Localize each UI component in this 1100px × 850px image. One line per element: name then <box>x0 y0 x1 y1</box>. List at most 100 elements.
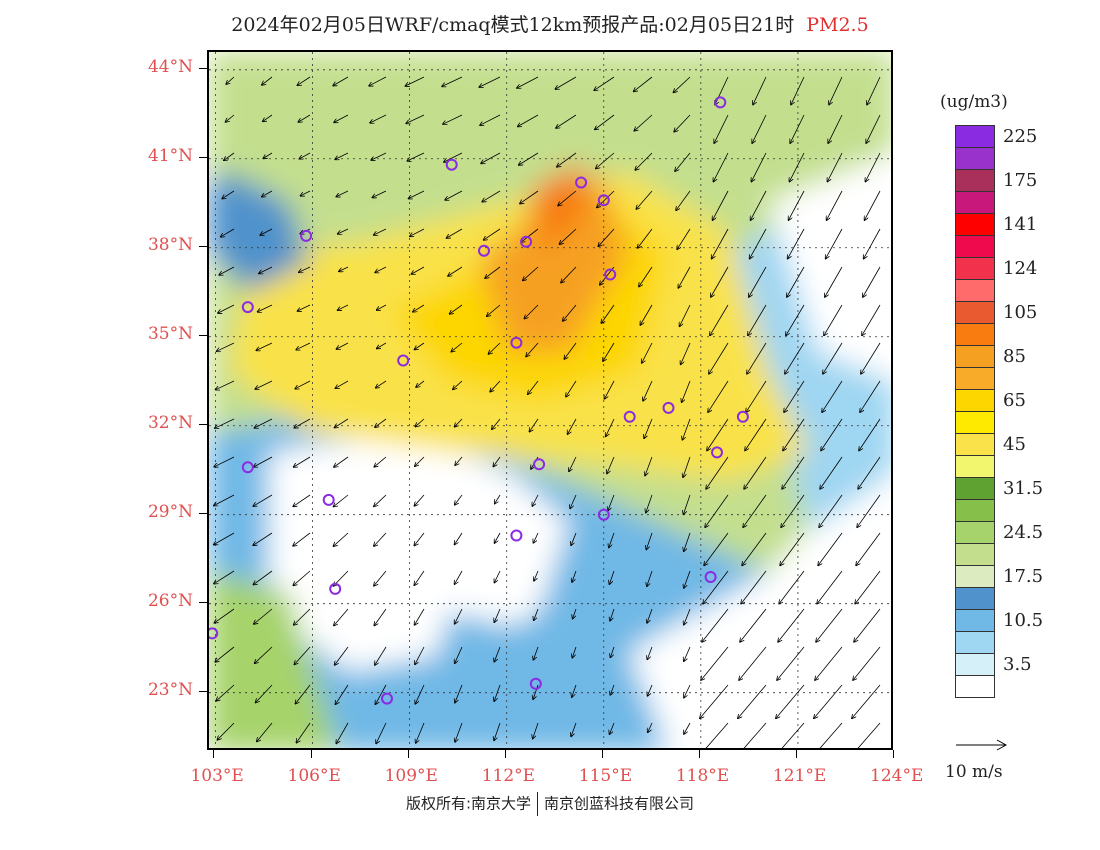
copyright-owner: 版权所有:南京大学 <box>405 794 532 813</box>
wind-arrow <box>294 608 311 625</box>
colorbar-label: 10.5 <box>1003 610 1044 631</box>
wind-arrow <box>494 646 501 662</box>
wind-arrow <box>684 646 691 661</box>
city-station-marker <box>478 244 490 257</box>
wind-arrow <box>779 570 805 604</box>
wind-arrow <box>610 684 615 695</box>
wind-arrow <box>634 114 653 131</box>
wind-arrow <box>610 722 615 734</box>
wind-arrow <box>856 532 881 565</box>
wind-arrow <box>744 456 767 489</box>
wind-arrow <box>414 494 425 506</box>
latitude-tick <box>199 601 207 603</box>
wind-arrow <box>214 570 235 584</box>
wind-arrow <box>710 304 729 335</box>
wind-arrow <box>253 494 273 506</box>
city-station-marker <box>397 354 410 367</box>
wind-arrow <box>865 152 881 182</box>
colorbar-swatch <box>955 323 995 346</box>
wind-arrow <box>298 304 311 311</box>
wind-arrow <box>636 190 653 209</box>
wind-arrow <box>487 304 501 316</box>
wind-arrow <box>333 532 349 546</box>
wind-arrow <box>682 380 691 402</box>
wind-arrow <box>299 152 311 159</box>
wind-arrow <box>634 76 653 92</box>
wind-arrow <box>334 608 349 626</box>
wind-arrow <box>336 722 349 743</box>
wind-arrow <box>572 684 577 697</box>
wind-arrow <box>684 608 691 625</box>
wind-arrow <box>415 418 425 427</box>
wind-arrow <box>827 152 843 182</box>
wind-arrow <box>411 266 425 274</box>
wind-arrow <box>560 228 577 244</box>
city-station-marker <box>736 410 749 423</box>
latitude-tick <box>199 423 207 425</box>
wind-arrow <box>635 152 653 170</box>
wind-arrow <box>706 456 729 489</box>
graticule <box>209 52 891 748</box>
wind-arrow <box>743 494 767 527</box>
latitude-tick <box>199 512 207 514</box>
wind-arrow <box>262 190 273 197</box>
wind-arrow <box>705 494 729 527</box>
wind-arrow <box>753 76 767 105</box>
wind-arrow <box>819 494 843 527</box>
wind-arrow <box>865 190 881 220</box>
wind-arrow <box>490 380 501 392</box>
lon-label-103: 103°E <box>190 766 244 786</box>
wind-arrow <box>293 532 311 546</box>
wind-arrow <box>777 646 805 680</box>
wind-arrow <box>778 608 805 642</box>
wind-arrow <box>676 190 691 210</box>
wind-arrow <box>648 722 653 732</box>
map-title: 2024年02月05日WRF/cmaq模式12km预报产品:02月05日21时 P… <box>0 10 1100 37</box>
longitude-tick <box>310 750 312 758</box>
colorbar-swatch <box>955 587 995 610</box>
wind-arrow <box>518 114 539 127</box>
lat-label-41: 41°N <box>147 145 193 166</box>
wind-arrow <box>257 722 273 742</box>
wind-arrow <box>479 76 501 87</box>
wind-arrow <box>568 418 577 434</box>
wind-arrow <box>713 190 729 220</box>
colorbar-label: 124 <box>1003 258 1038 279</box>
wind-arrow <box>455 494 463 505</box>
wind-arrow <box>866 114 881 143</box>
wind-arrow <box>524 304 539 319</box>
wind-arrow <box>642 342 653 363</box>
colorbar-swatch <box>955 235 995 258</box>
wind-arrow <box>816 608 843 642</box>
wind-arrow <box>646 532 653 550</box>
wind-arrow <box>254 608 273 624</box>
wind-arrow <box>253 532 273 545</box>
wind-arrow <box>609 570 615 584</box>
wind-arrow <box>595 114 615 130</box>
wind-arrow <box>705 722 729 748</box>
wind-arrow <box>557 152 577 167</box>
wind-arrow <box>785 342 805 374</box>
city-station-marker <box>322 493 335 506</box>
wind-arrow <box>338 228 349 234</box>
wind-arrow <box>374 570 387 586</box>
wind-arrow <box>860 380 881 412</box>
wind-arrow <box>485 266 501 278</box>
wind-arrow <box>594 76 615 90</box>
wind-arrow <box>707 418 729 451</box>
wind-arrow <box>566 380 577 397</box>
wind-arrow <box>370 114 387 123</box>
latitude-tick <box>199 690 207 692</box>
wind-arrow <box>861 342 881 374</box>
city-station-marker <box>604 268 617 281</box>
wind-arrow <box>855 570 881 604</box>
wind-arrow <box>409 190 425 199</box>
colorbar-swatch <box>955 609 995 632</box>
wind-arrow <box>534 570 539 581</box>
wind-arrow <box>214 494 235 506</box>
lat-label-32: 32°N <box>147 412 193 433</box>
wind-arrow <box>262 76 273 85</box>
wind-arrow <box>572 646 577 658</box>
wind-arrow <box>780 532 805 565</box>
wind-arrow <box>517 76 539 88</box>
